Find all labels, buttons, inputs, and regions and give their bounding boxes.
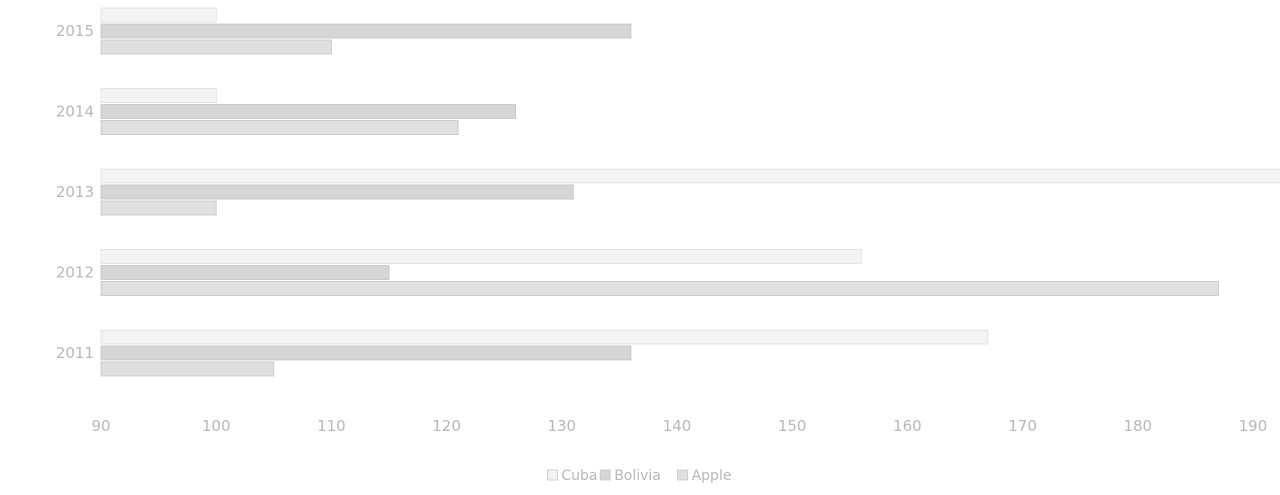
bar-bolivia-2013	[100, 184, 574, 200]
bar-cuba-2013	[100, 168, 1280, 184]
legend-swatch-cuba	[547, 469, 558, 481]
x-tick-label-90: 90	[91, 417, 110, 435]
x-tick-label-170: 170	[1008, 417, 1037, 435]
x-tick-label-150: 150	[778, 417, 807, 435]
y-tick-label-2011: 2011	[56, 344, 94, 362]
bar-bolivia-2015	[100, 23, 632, 39]
y-tick-label-2012: 2012	[56, 264, 94, 282]
x-axis-labels: 90 100 110 120 130 140 150 160 170 180 190	[91, 417, 1267, 435]
legend-label-apple: Apple	[692, 468, 732, 484]
bars-group	[100, 7, 1280, 377]
bar-apple-2014	[100, 120, 459, 135]
legend-label-cuba: Cuba	[561, 468, 597, 484]
bar-cuba-2015	[100, 7, 217, 23]
x-tick-label-140: 140	[663, 417, 692, 435]
bar-cuba-2011	[100, 329, 989, 345]
y-axis-labels: 2011 2012 2013 2014 2015	[56, 22, 94, 362]
bar-bolivia-2011	[100, 345, 632, 361]
bar-bolivia-2012	[100, 265, 390, 280]
x-tick-label-160: 160	[893, 417, 922, 435]
x-tick-label-190: 190	[1239, 417, 1268, 435]
y-tick-label-2013: 2013	[56, 183, 94, 201]
bar-apple-2012	[100, 281, 1219, 296]
x-tick-label-130: 130	[547, 417, 576, 435]
legend: Cuba Bolivia Apple	[547, 468, 731, 484]
legend-swatch-apple	[677, 469, 688, 481]
bar-cuba-2014	[100, 88, 217, 103]
legend-swatch-bolivia	[599, 469, 611, 481]
bar-apple-2013	[100, 200, 217, 216]
bar-cuba-2012	[100, 249, 862, 264]
legend-label-bolivia: Bolivia	[614, 468, 661, 484]
bar-apple-2015	[100, 39, 332, 55]
bar-apple-2011	[100, 361, 275, 377]
x-tick-label-180: 180	[1123, 417, 1152, 435]
x-tick-label-110: 110	[317, 417, 346, 435]
x-tick-label-100: 100	[202, 417, 231, 435]
y-tick-label-2015: 2015	[56, 22, 94, 40]
bar-bolivia-2014	[100, 104, 517, 119]
y-tick-label-2014: 2014	[56, 103, 94, 121]
x-tick-label-120: 120	[432, 417, 461, 435]
